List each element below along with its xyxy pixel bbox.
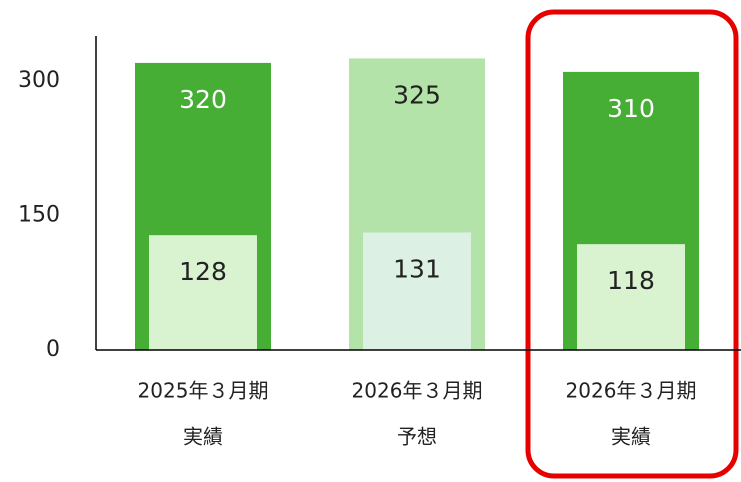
x-tick-label: 2026年３月期 bbox=[566, 379, 697, 403]
x-tick-label: 2025年３月期 bbox=[138, 379, 269, 403]
x-tick-label: 実績 bbox=[183, 425, 223, 449]
value-label: 325 bbox=[393, 80, 441, 109]
y-tick-label: 300 bbox=[18, 68, 60, 93]
x-tick-label: 実績 bbox=[611, 425, 651, 449]
x-tick-label: 予想 bbox=[397, 425, 437, 449]
bar bbox=[577, 244, 685, 350]
bar bbox=[149, 235, 257, 350]
value-label: 320 bbox=[179, 85, 227, 114]
value-label: 131 bbox=[393, 254, 441, 283]
x-tick-label: 2026年３月期 bbox=[352, 379, 483, 403]
y-tick-label: 150 bbox=[18, 202, 60, 227]
value-label: 128 bbox=[179, 257, 227, 286]
highlight-box bbox=[525, 9, 739, 479]
value-label: 310 bbox=[607, 94, 655, 123]
bar bbox=[363, 232, 471, 350]
y-tick-label: 0 bbox=[46, 337, 60, 362]
value-label: 118 bbox=[607, 266, 655, 295]
